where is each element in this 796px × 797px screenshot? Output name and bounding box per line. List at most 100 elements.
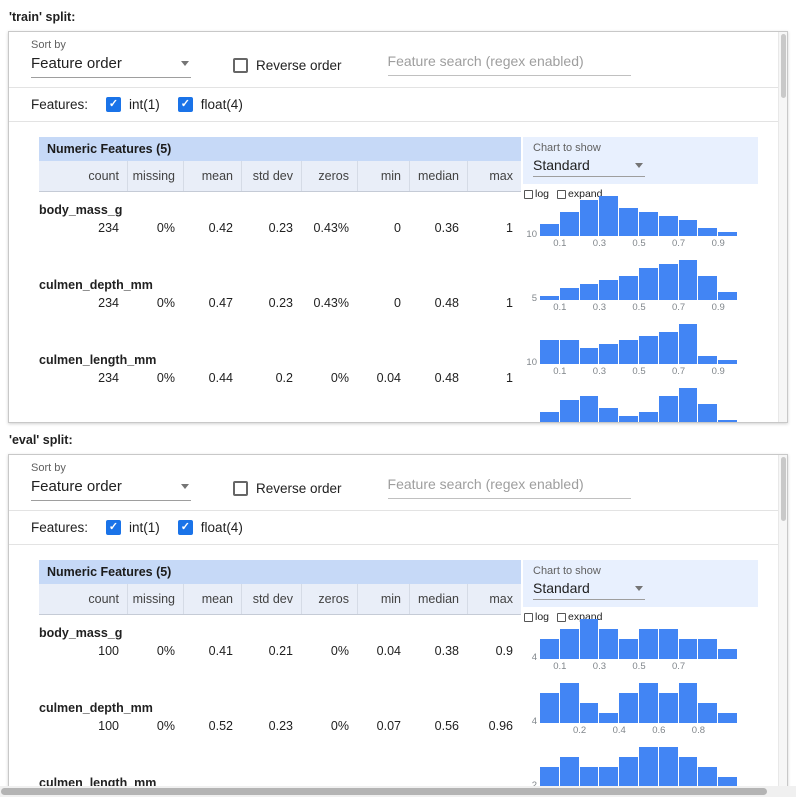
sort-by-dropdown[interactable]: Feature order <box>31 54 191 78</box>
feature-search-input[interactable] <box>387 50 631 76</box>
feature-name: culmen_length_mm <box>39 776 157 788</box>
stat-min: 0 <box>394 296 401 310</box>
stat-zeros: 0.43% <box>313 221 349 235</box>
log-label: log <box>535 188 550 200</box>
stat-mean: 0.52 <box>208 719 233 733</box>
reverse-order-label: Reverse order <box>256 481 342 496</box>
reverse-order-checkbox[interactable]: Reverse order <box>233 58 342 73</box>
sort-by-dropdown[interactable]: Feature order <box>31 477 191 501</box>
log-label: log <box>535 611 550 623</box>
filter-float-checkbox[interactable]: float(4) <box>177 520 243 535</box>
train-panel: Sort by Feature order Reverse order Feat… <box>8 31 788 423</box>
feature-histogram: 4 0.1 0.3 0.5 0.7 <box>523 616 758 680</box>
expand-checkbox[interactable]: expand <box>557 188 602 200</box>
feature-row: culmen_depth_mm 100 0% 0.52 0.23 0% 0.07… <box>39 701 521 765</box>
stat-mean: 0.47 <box>208 296 233 310</box>
feature-histogram: 10 0.1 0.3 0.5 0.7 0.9 <box>523 321 758 385</box>
checkbox-checked-icon <box>177 520 193 535</box>
sort-by-value: Feature order <box>31 55 122 72</box>
checkbox-unchecked-icon <box>233 481 248 496</box>
sort-by-group: Sort by Feature order <box>31 462 191 501</box>
eval-panel: Sort by Feature order Reverse order Feat… <box>8 454 788 788</box>
feature-search-input[interactable] <box>387 473 631 499</box>
features-label: Features: <box>31 520 89 535</box>
column-header-count: count <box>88 592 119 606</box>
column-header-max: max <box>467 161 521 191</box>
chart-to-show-label: Chart to show <box>533 142 601 154</box>
column-header-mean: mean <box>183 161 241 191</box>
filter-int-checkbox[interactable]: int(1) <box>106 97 160 112</box>
numeric-features-table: Numeric Features (5) count missing mean … <box>39 560 521 788</box>
feature-row: body_mass_g 100 0% 0.41 0.21 0% 0.04 0.3… <box>39 626 521 690</box>
chart-type-dropdown[interactable]: Standard <box>533 580 645 600</box>
stat-count: 234 <box>98 296 119 310</box>
chart-type-dropdown[interactable]: Standard <box>533 157 645 177</box>
panel-vertical-scrollbar[interactable] <box>778 32 787 422</box>
stat-max: 1 <box>506 371 513 385</box>
train-controls-row: Sort by Feature order Reverse order <box>9 32 787 88</box>
feature-histogram: 4 0.2 0.4 0.6 0.8 <box>523 680 758 744</box>
feature-histogram: 10 0.1 0.3 0.5 0.7 0.9 <box>523 193 758 257</box>
log-checkbox[interactable]: log <box>524 611 549 623</box>
reverse-order-checkbox[interactable]: Reverse order <box>233 481 342 496</box>
stat-stddev: 0.21 <box>268 644 293 658</box>
feature-row: culmen_length_mm 234 0% 0.44 0.2 0% 0.04… <box>39 353 521 417</box>
feature-name: body_mass_g <box>39 626 123 640</box>
stat-median: 0.48 <box>434 371 459 385</box>
arrow-drop-down-icon <box>635 162 643 168</box>
checkbox-unchecked-icon <box>524 612 533 622</box>
feature-stats: 234 0% 0.42 0.23 0.43% 0 0.36 1 <box>39 221 521 235</box>
panel-vertical-scrollbar[interactable] <box>778 455 787 787</box>
expand-label: expand <box>568 188 603 200</box>
log-checkbox[interactable]: log <box>524 188 549 200</box>
column-header-median: median <box>409 161 467 191</box>
stat-missing: 0% <box>156 719 175 733</box>
filter-float-checkbox[interactable]: float(4) <box>177 97 243 112</box>
column-headers: count missing mean std dev zeros min med… <box>39 161 521 192</box>
stat-count: 234 <box>98 221 119 235</box>
sort-by-value: Feature order <box>31 478 122 495</box>
numeric-features-header: Numeric Features (5) <box>39 560 521 584</box>
feature-row: culmen_length_mm 100 0% 0.41 0.2 1% 0 0.… <box>39 776 521 788</box>
numeric-features-header: Numeric Features (5) <box>39 137 521 161</box>
stat-zeros: 0% <box>330 719 349 733</box>
chart-type-value: Standard <box>533 157 590 173</box>
stat-median: 0.48 <box>434 296 459 310</box>
features-label: Features: <box>31 97 89 112</box>
feature-histogram: 5 0.1 0.3 0.5 0.7 0.9 <box>523 257 758 321</box>
charts-column: Chart to show Standard log expand <box>523 137 758 422</box>
chart-controls: Chart to show Standard log expand <box>523 560 758 623</box>
stat-max: 1 <box>506 296 513 310</box>
feature-stats: 100 0% 0.41 0.21 0% 0.04 0.38 0.9 <box>39 644 521 658</box>
stat-stddev: 0.23 <box>268 719 293 733</box>
filter-int-label: int(1) <box>129 520 160 535</box>
feature-search-group <box>387 473 631 499</box>
stat-count: 234 <box>98 371 119 385</box>
chart-to-show-label: Chart to show <box>533 565 601 577</box>
stat-stddev: 0.2 <box>275 371 293 385</box>
filter-int-checkbox[interactable]: int(1) <box>106 520 160 535</box>
feature-name: body_mass_g <box>39 203 123 217</box>
checkbox-unchecked-icon <box>233 58 248 73</box>
column-header-zeros: zeros <box>301 161 357 191</box>
chart-type-value: Standard <box>533 580 590 596</box>
sort-by-label: Sort by <box>31 462 66 474</box>
column-header-median: median <box>409 584 467 614</box>
stat-zeros: 0% <box>330 371 349 385</box>
filter-float-label: float(4) <box>200 520 243 535</box>
feature-histogram: 2 <box>523 744 758 787</box>
filter-int-label: int(1) <box>129 97 160 112</box>
chart-to-show-group: Chart to show Standard <box>523 137 758 184</box>
scrollbar-thumb[interactable] <box>1 788 767 795</box>
scrollbar-thumb[interactable] <box>780 34 786 98</box>
feature-stats: 234 0% 0.44 0.2 0% 0.04 0.48 1 <box>39 371 521 385</box>
stat-min: 0 <box>394 221 401 235</box>
stat-zeros: 0% <box>330 644 349 658</box>
scrollbar-thumb[interactable] <box>780 457 786 521</box>
stat-max: 1 <box>506 221 513 235</box>
column-header-stddev: std dev <box>241 584 301 614</box>
column-headers: count missing mean std dev zeros min med… <box>39 584 521 615</box>
column-header-min: min <box>357 584 409 614</box>
horizontal-scrollbar[interactable] <box>0 786 796 797</box>
train-features-row: Features: int(1) float(4) <box>9 88 787 122</box>
